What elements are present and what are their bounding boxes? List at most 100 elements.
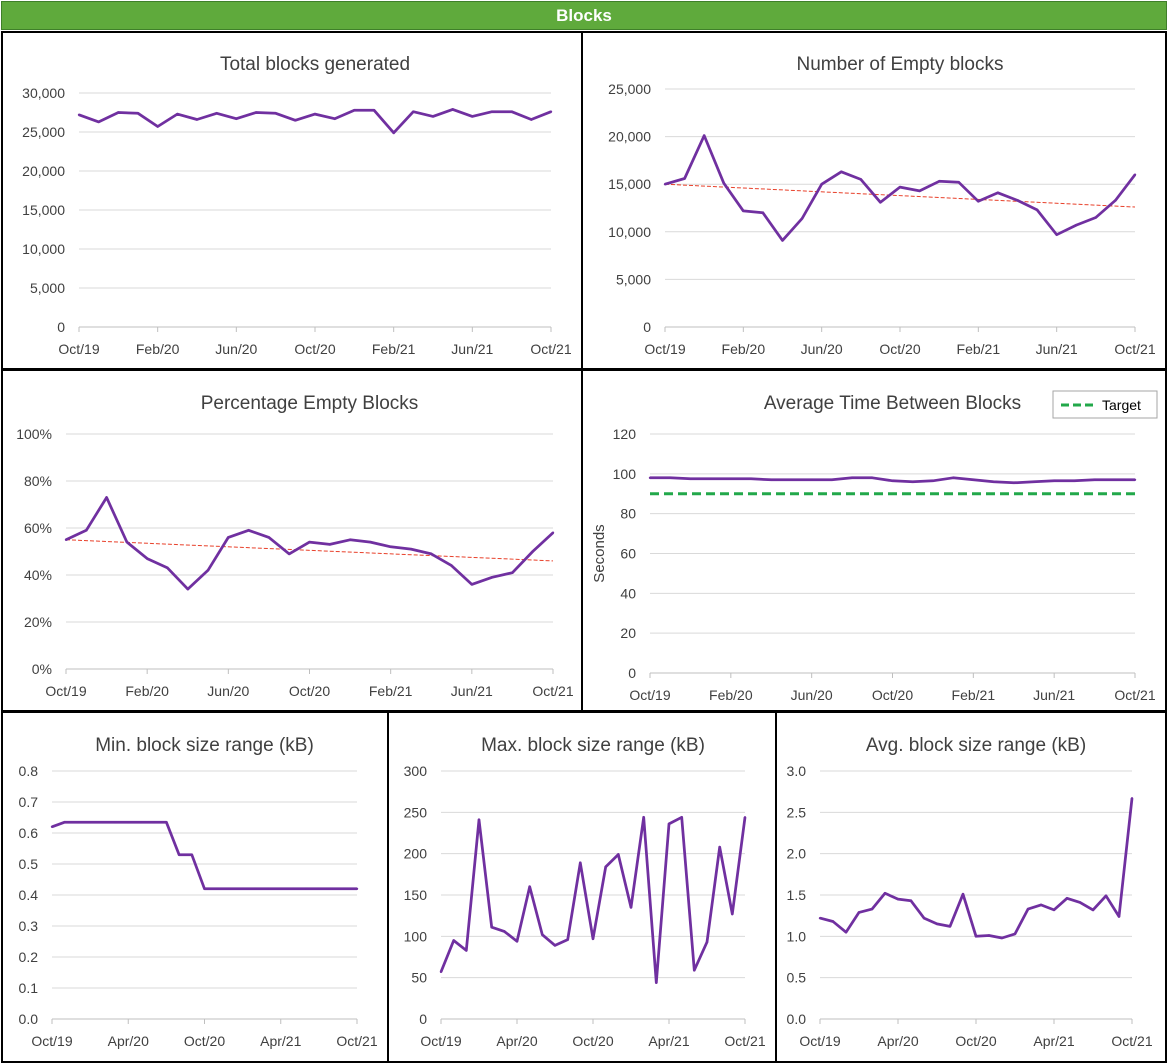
y-tick-label: 1.0: [787, 928, 807, 944]
total-blocks-panel: Total blocks generated 0 5,000 10,000 15,000…: [1, 31, 583, 370]
x-tick-label: Oct/21: [532, 683, 573, 699]
pct-chart: Percentage Empty Blocks 0% 20% 40% 60% 80% 100…: [16, 393, 574, 699]
x-tick-label: Oct/19: [420, 1033, 461, 1049]
data-point: [669, 476, 672, 480]
data-point: [911, 480, 914, 483]
x-tick-label: Oct/19: [45, 683, 86, 699]
series-line: [439, 815, 747, 984]
y-tick-label: 0.7: [19, 794, 39, 810]
data-point: [353, 108, 356, 112]
data-point: [343, 887, 346, 890]
y-tick-label: 250: [404, 804, 428, 820]
data-point: [1091, 908, 1095, 912]
x-tick-label: Feb/21: [952, 687, 996, 703]
x-tick-label: Apr/21: [1033, 1033, 1074, 1049]
data-point: [490, 110, 494, 113]
x-tick-label: Oct/20: [184, 1033, 225, 1049]
data-point: [770, 478, 773, 482]
y-tick-label: 300: [404, 763, 428, 779]
data-point: [294, 119, 297, 122]
data-point: [781, 239, 784, 242]
data-point: [1093, 478, 1096, 482]
data-point: [1016, 199, 1019, 202]
chart-title: Total blocks generated: [220, 54, 410, 75]
x-tick-label: Oct/19: [58, 341, 99, 357]
x-tick-label: Apr/20: [108, 1033, 149, 1049]
y-tick-label: 15,000: [608, 176, 651, 192]
minsize-chart: Min. block size range (kB) 0.0 0.1 0.2 0.3 0.…: [19, 735, 378, 1049]
x-tick-label: Oct/20: [572, 1033, 613, 1049]
avgtime-chart: Average Time Between Blocks 0 20 40 60 80 100 1…: [591, 390, 1158, 703]
data-point: [800, 217, 804, 220]
data-point: [165, 820, 168, 824]
data-point: [190, 853, 193, 856]
data-point: [176, 112, 179, 116]
data-point: [629, 906, 633, 909]
data-point: [761, 211, 765, 214]
x-tick-label: Feb/21: [372, 341, 416, 357]
data-point: [64, 538, 68, 541]
y-tick-label: 25,000: [608, 81, 651, 97]
empty-blocks-panel: Number of Empty blocks 0 5,000 10,000 15,000…: [581, 31, 1167, 370]
data-point: [267, 536, 271, 539]
data-point: [680, 816, 683, 819]
data-point: [810, 478, 813, 482]
data-point: [922, 916, 926, 920]
x-tick-label: Apr/20: [877, 1033, 918, 1049]
y-tick-label: 100%: [16, 426, 52, 442]
avg-block-size-panel: Avg. block size range (kB) 0.0 0.5 1.0 1.5 2.…: [775, 711, 1167, 1063]
x-tick-label: Jun/20: [801, 341, 843, 357]
data-point: [871, 476, 874, 480]
y-tick-label: 3.0: [787, 763, 807, 779]
empty-chart: Number of Empty blocks 0 5,000 10,000 15,000…: [608, 54, 1156, 357]
x-tick-label: Oct/21: [1111, 1033, 1152, 1049]
x-tick-label: Jun/20: [791, 687, 833, 703]
y-tick-label: 0.6: [19, 825, 39, 841]
data-point: [465, 949, 468, 952]
data-point: [152, 820, 155, 824]
x-tick-label: Oct/20: [872, 687, 913, 703]
y-axis-title: Seconds: [591, 524, 608, 582]
data-point: [541, 933, 544, 936]
data-point: [216, 887, 219, 890]
data-point: [1130, 797, 1134, 800]
data-point: [918, 189, 921, 193]
data-point: [136, 112, 140, 115]
x-tick-label: Jun/21: [1036, 341, 1078, 357]
data-point: [705, 940, 709, 944]
data-point: [228, 887, 232, 890]
y-tick-label: 40: [620, 585, 636, 601]
x-tick-label: Oct/19: [799, 1033, 840, 1049]
data-point: [820, 183, 823, 186]
x-tick-label: Feb/20: [722, 341, 766, 357]
data-point: [235, 117, 238, 120]
data-point: [247, 529, 250, 532]
data-point: [1052, 908, 1056, 912]
data-point: [76, 820, 79, 824]
data-point: [348, 538, 352, 541]
x-tick-label: Oct/19: [629, 687, 670, 703]
data-point: [477, 818, 481, 821]
y-tick-label: 20,000: [608, 129, 651, 145]
data-point: [1133, 173, 1137, 176]
y-tick-label: 20,000: [22, 163, 65, 179]
data-point: [702, 134, 706, 137]
data-point: [931, 479, 935, 483]
data-point: [1094, 216, 1098, 219]
data-point: [117, 111, 120, 114]
y-tick-label: 10,000: [22, 241, 65, 257]
data-point: [961, 892, 965, 896]
trendline: [65, 539, 554, 562]
data-point: [818, 916, 822, 920]
data-point: [1012, 481, 1015, 484]
x-tick-label: Apr/21: [260, 1033, 301, 1049]
data-point: [1000, 936, 1004, 940]
data-point: [531, 550, 534, 553]
data-point: [409, 547, 413, 551]
data-point: [566, 938, 569, 941]
data-point: [139, 820, 143, 824]
data-point: [330, 887, 333, 890]
data-point: [722, 182, 725, 185]
data-point: [859, 178, 863, 181]
data-point: [683, 177, 686, 180]
